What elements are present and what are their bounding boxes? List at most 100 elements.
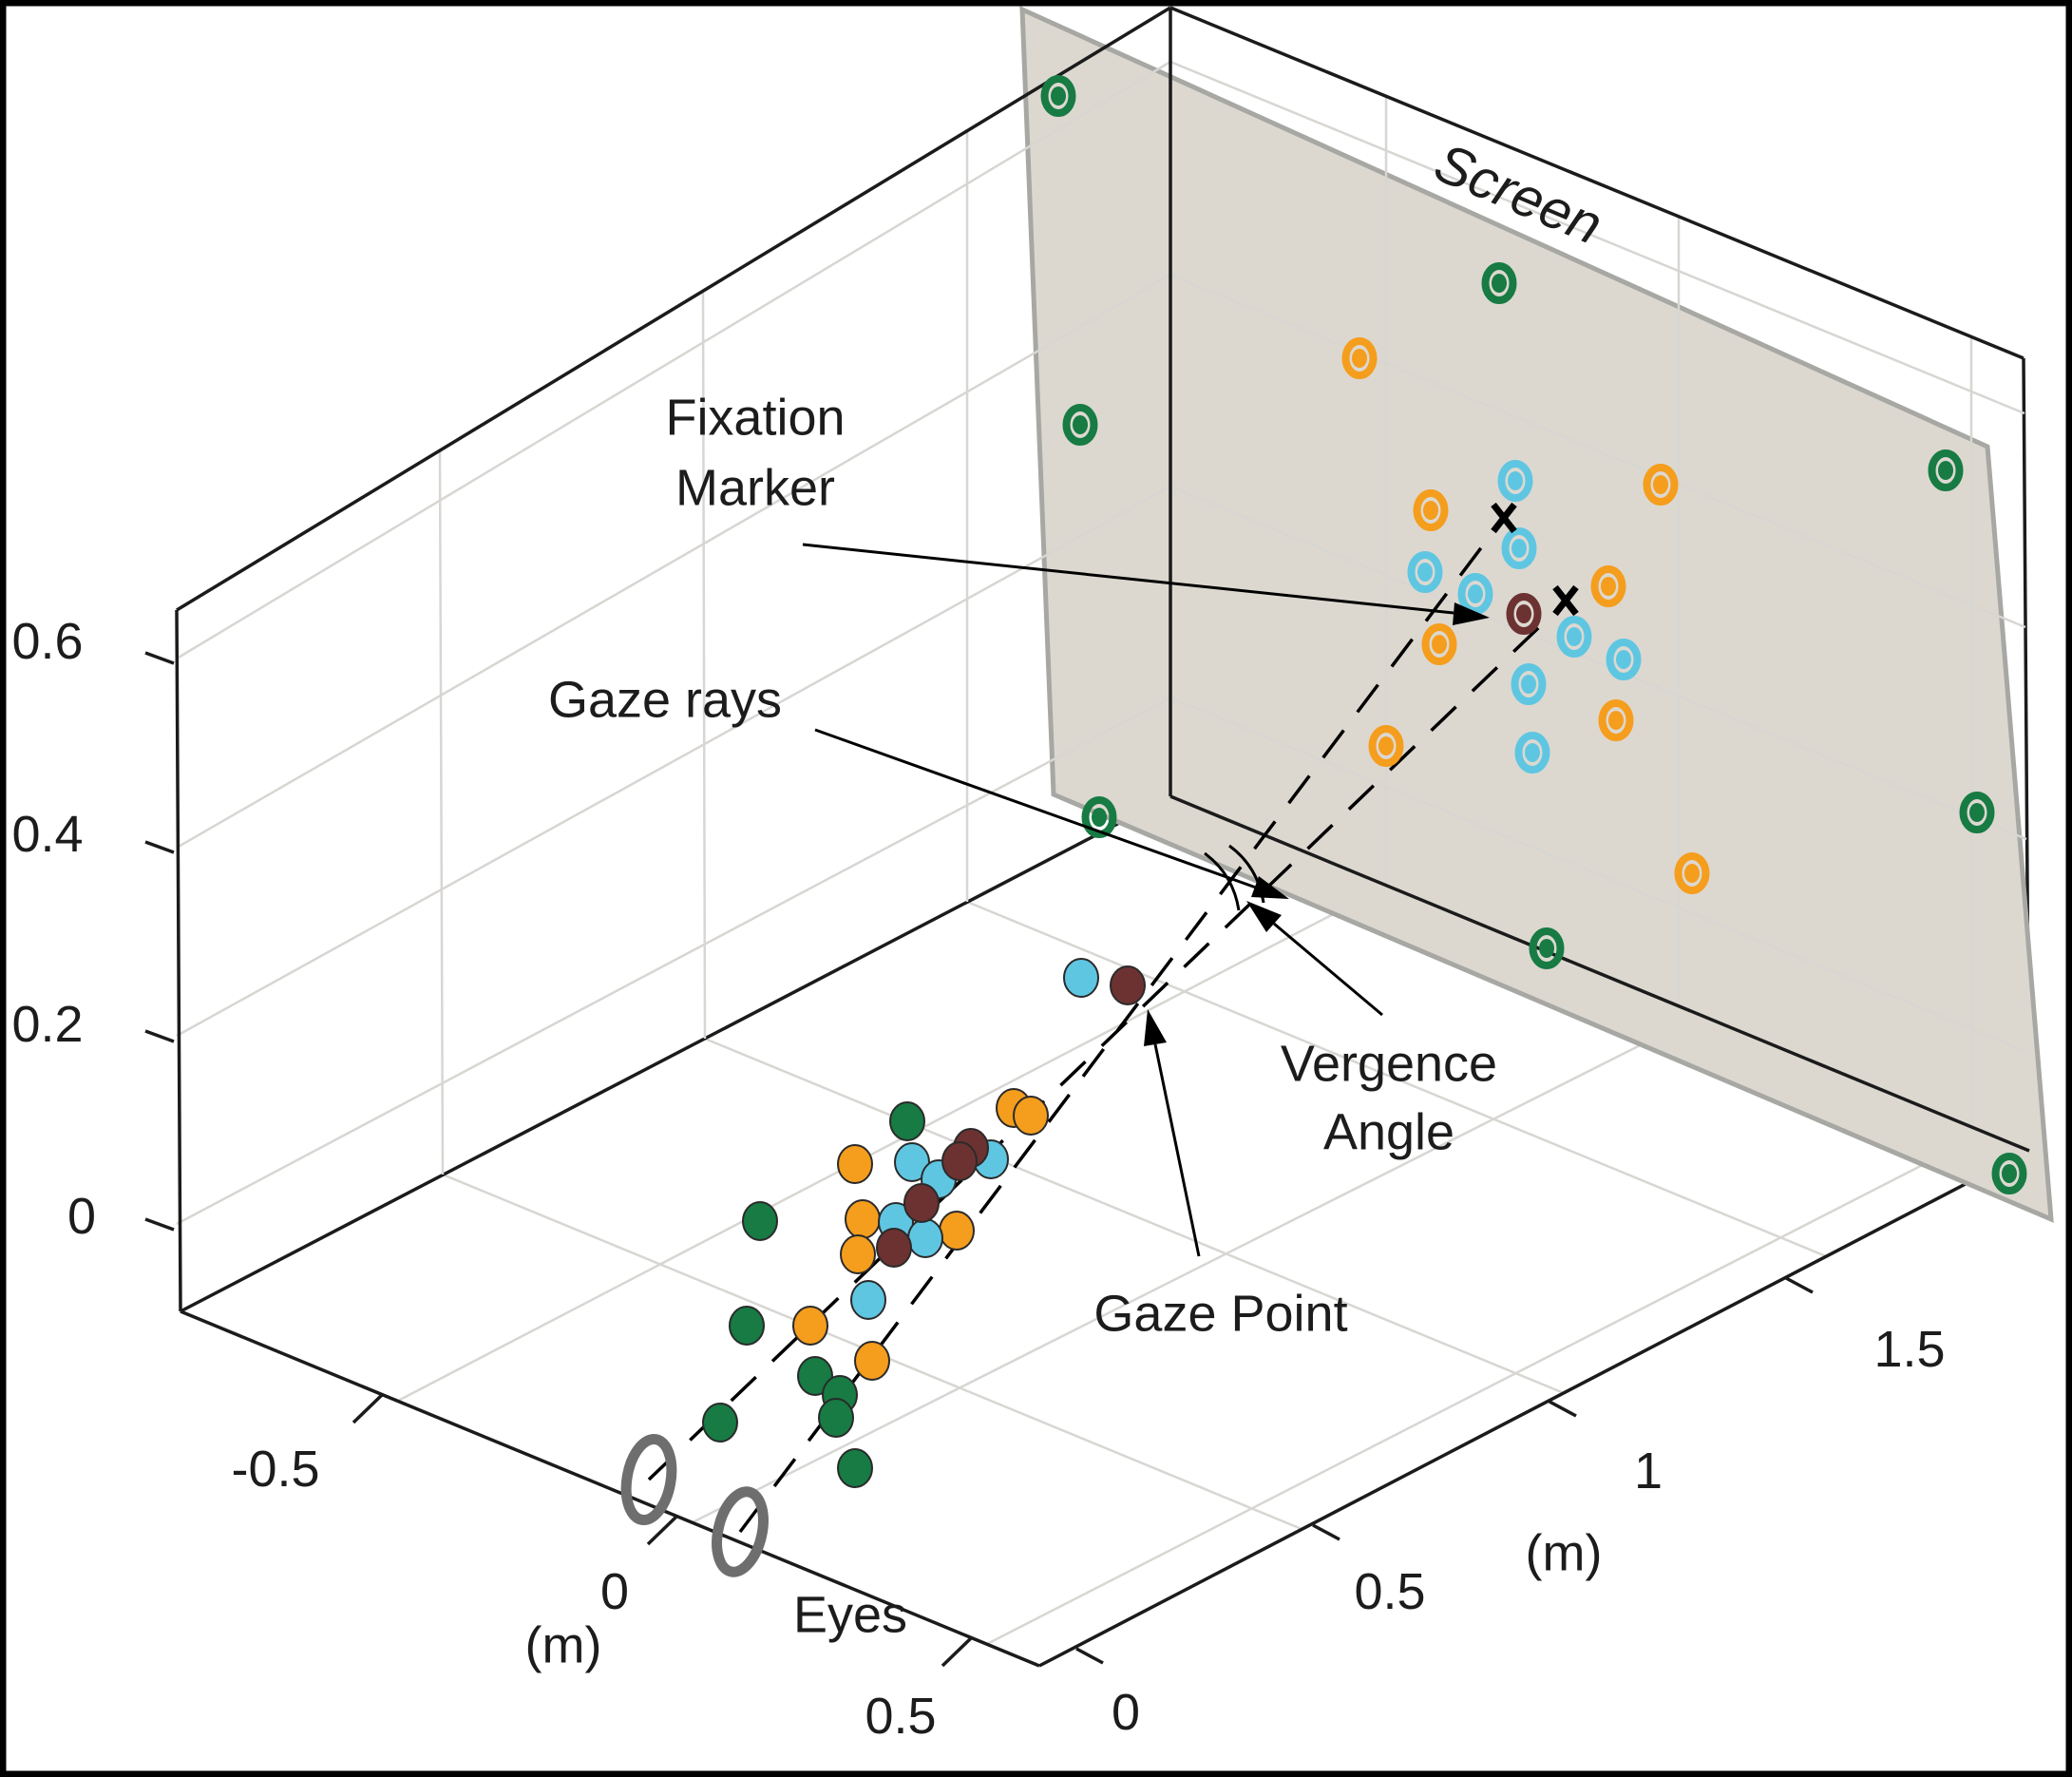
- floor-point-green: [797, 1356, 833, 1396]
- axes-box-edge: [1169, 6, 2024, 360]
- floor-grid-line: [704, 1037, 1565, 1395]
- y-axis-tick: [1075, 1647, 1104, 1665]
- floor-point-orange: [854, 1341, 890, 1381]
- screen-target-cyan-dot: [1567, 627, 1582, 646]
- fixation-marker-label-2: Marker: [675, 459, 836, 517]
- screen-target-green-dot: [2002, 1164, 2017, 1183]
- wall-grid-line: [701, 290, 707, 1040]
- floor-point-cyan: [1063, 958, 1099, 998]
- screen-target-green-dot: [1051, 86, 1066, 105]
- y-axis-tick-label: 0.5: [1354, 1563, 1426, 1620]
- wall-grid-line: [176, 485, 1171, 1038]
- screen-target-cyan-ring: [1407, 551, 1443, 593]
- y-axis-tick: [1312, 1523, 1340, 1541]
- eyes-label: Eyes: [792, 1586, 908, 1644]
- floor-grid-line: [692, 1013, 1701, 1524]
- floor-grid-line: [397, 884, 1389, 1403]
- annotation-line: [814, 728, 1257, 889]
- z-axis-tick: [144, 1029, 175, 1043]
- z-axis-tick-label: 0.6: [11, 613, 84, 670]
- x-axis-tick: [352, 1393, 384, 1424]
- screen-target-orange-ring: [1368, 725, 1404, 767]
- screen-target-cyan-ring: [1511, 663, 1547, 705]
- floor-point-maroon: [1110, 965, 1146, 1005]
- wall-grid-line: [438, 449, 445, 1175]
- screen-target-cyan-dot: [1525, 743, 1540, 762]
- z-axis-tick-label: 0.2: [11, 996, 84, 1053]
- screen-target-green-dot: [1539, 939, 1554, 958]
- screen-target-green-ring: [1959, 792, 1995, 833]
- x-axis-tick-label: 0: [599, 1563, 630, 1620]
- screen-target-cyan-dot: [1468, 584, 1483, 603]
- axes-box-edge: [176, 6, 1171, 612]
- gaze-ray-dashed-line: [647, 606, 1561, 1481]
- screen-target-cyan-ring: [1501, 527, 1537, 569]
- screen-target-orange-dot: [1653, 475, 1668, 494]
- floor-point-green: [818, 1398, 854, 1438]
- x-axis-tick: [646, 1515, 678, 1546]
- floor-grid-line: [966, 900, 1827, 1258]
- screen-target-green-ring: [1928, 449, 1964, 491]
- screen-target-cyan-ring: [1606, 639, 1642, 680]
- x-axis-tick-label: -0.5: [231, 1441, 320, 1498]
- eye-icon: [620, 1433, 677, 1526]
- screen-target-cyan-ring: [1497, 460, 1533, 502]
- axes-box-edge: [1169, 794, 2030, 1153]
- floor-grid-line: [986, 1131, 1986, 1646]
- floor-point-green: [702, 1403, 738, 1443]
- screen-target-green-ring: [1529, 927, 1565, 969]
- screen-target-cyan-ring: [1556, 616, 1592, 658]
- floor-point-orange: [1013, 1096, 1049, 1136]
- z-axis-tick: [144, 1217, 175, 1232]
- screen-target-orange-ring: [1674, 852, 1710, 894]
- z-axis-tick: [144, 840, 175, 854]
- x-axis-tick-label: 0.5: [865, 1688, 937, 1745]
- floor-point-orange: [837, 1144, 873, 1184]
- floor-point-green: [889, 1101, 925, 1141]
- screen-target-green-dot: [1969, 803, 1985, 822]
- screen-target-green-ring: [1062, 404, 1098, 446]
- wall-grid-line: [1169, 273, 2026, 629]
- floor-point-cyan: [894, 1142, 930, 1182]
- screen-target-cyan-dot: [1511, 539, 1527, 558]
- screen-target-orange-ring: [1643, 464, 1679, 506]
- floor-point-orange: [939, 1211, 975, 1251]
- screen-target-orange-dot: [1684, 864, 1700, 883]
- wall-grid-line: [1169, 696, 2028, 1054]
- screen-target-green-dot: [1938, 461, 1953, 480]
- screen-target-green-ring: [1481, 262, 1517, 304]
- eye-icon: [712, 1486, 769, 1577]
- gaze-hit-x-mark: [1552, 584, 1579, 617]
- screen-target-orange-dot: [1423, 501, 1438, 520]
- screen-target-green-ring: [1081, 796, 1117, 838]
- annotation-arrowhead: [1453, 602, 1490, 625]
- y-axis-tick-label: 1: [1633, 1443, 1663, 1500]
- annotation-line: [1153, 1043, 1201, 1257]
- screen-target-orange-ring: [1421, 623, 1457, 665]
- screen-target-cyan-ring: [1457, 573, 1493, 615]
- annotation-arrowhead: [1246, 901, 1282, 932]
- screen-target-orange-dot: [1432, 635, 1447, 654]
- screen-target-orange-ring: [1341, 337, 1378, 379]
- gaze-point-label: Gaze Point: [1093, 1285, 1348, 1343]
- gaze-rays-label: Gaze rays: [547, 671, 783, 729]
- y-axis-tick-label: 0: [1111, 1684, 1141, 1741]
- screen-target-orange-ring: [1413, 489, 1449, 531]
- fixation-marker-label-1: Fixation: [665, 389, 846, 447]
- z-axis-tick-label: 0.4: [11, 806, 84, 863]
- y-axis-tick-label: 1.5: [1873, 1321, 1946, 1378]
- floor-point-green: [729, 1306, 765, 1346]
- floor-point-orange: [792, 1306, 828, 1346]
- annotation-arrowhead: [1144, 1009, 1167, 1046]
- axes-box-edge: [1038, 1149, 2030, 1668]
- fixation-marker-ring: [1506, 593, 1542, 635]
- z-axis-tick-label: 0: [67, 1188, 97, 1245]
- screen-target-green-ring: [1991, 1153, 2027, 1194]
- floor-point-cyan: [850, 1280, 886, 1320]
- screen-target-orange-dot: [1378, 736, 1394, 755]
- wall-grid-line: [1169, 485, 2027, 841]
- floor-point-maroon: [903, 1183, 940, 1223]
